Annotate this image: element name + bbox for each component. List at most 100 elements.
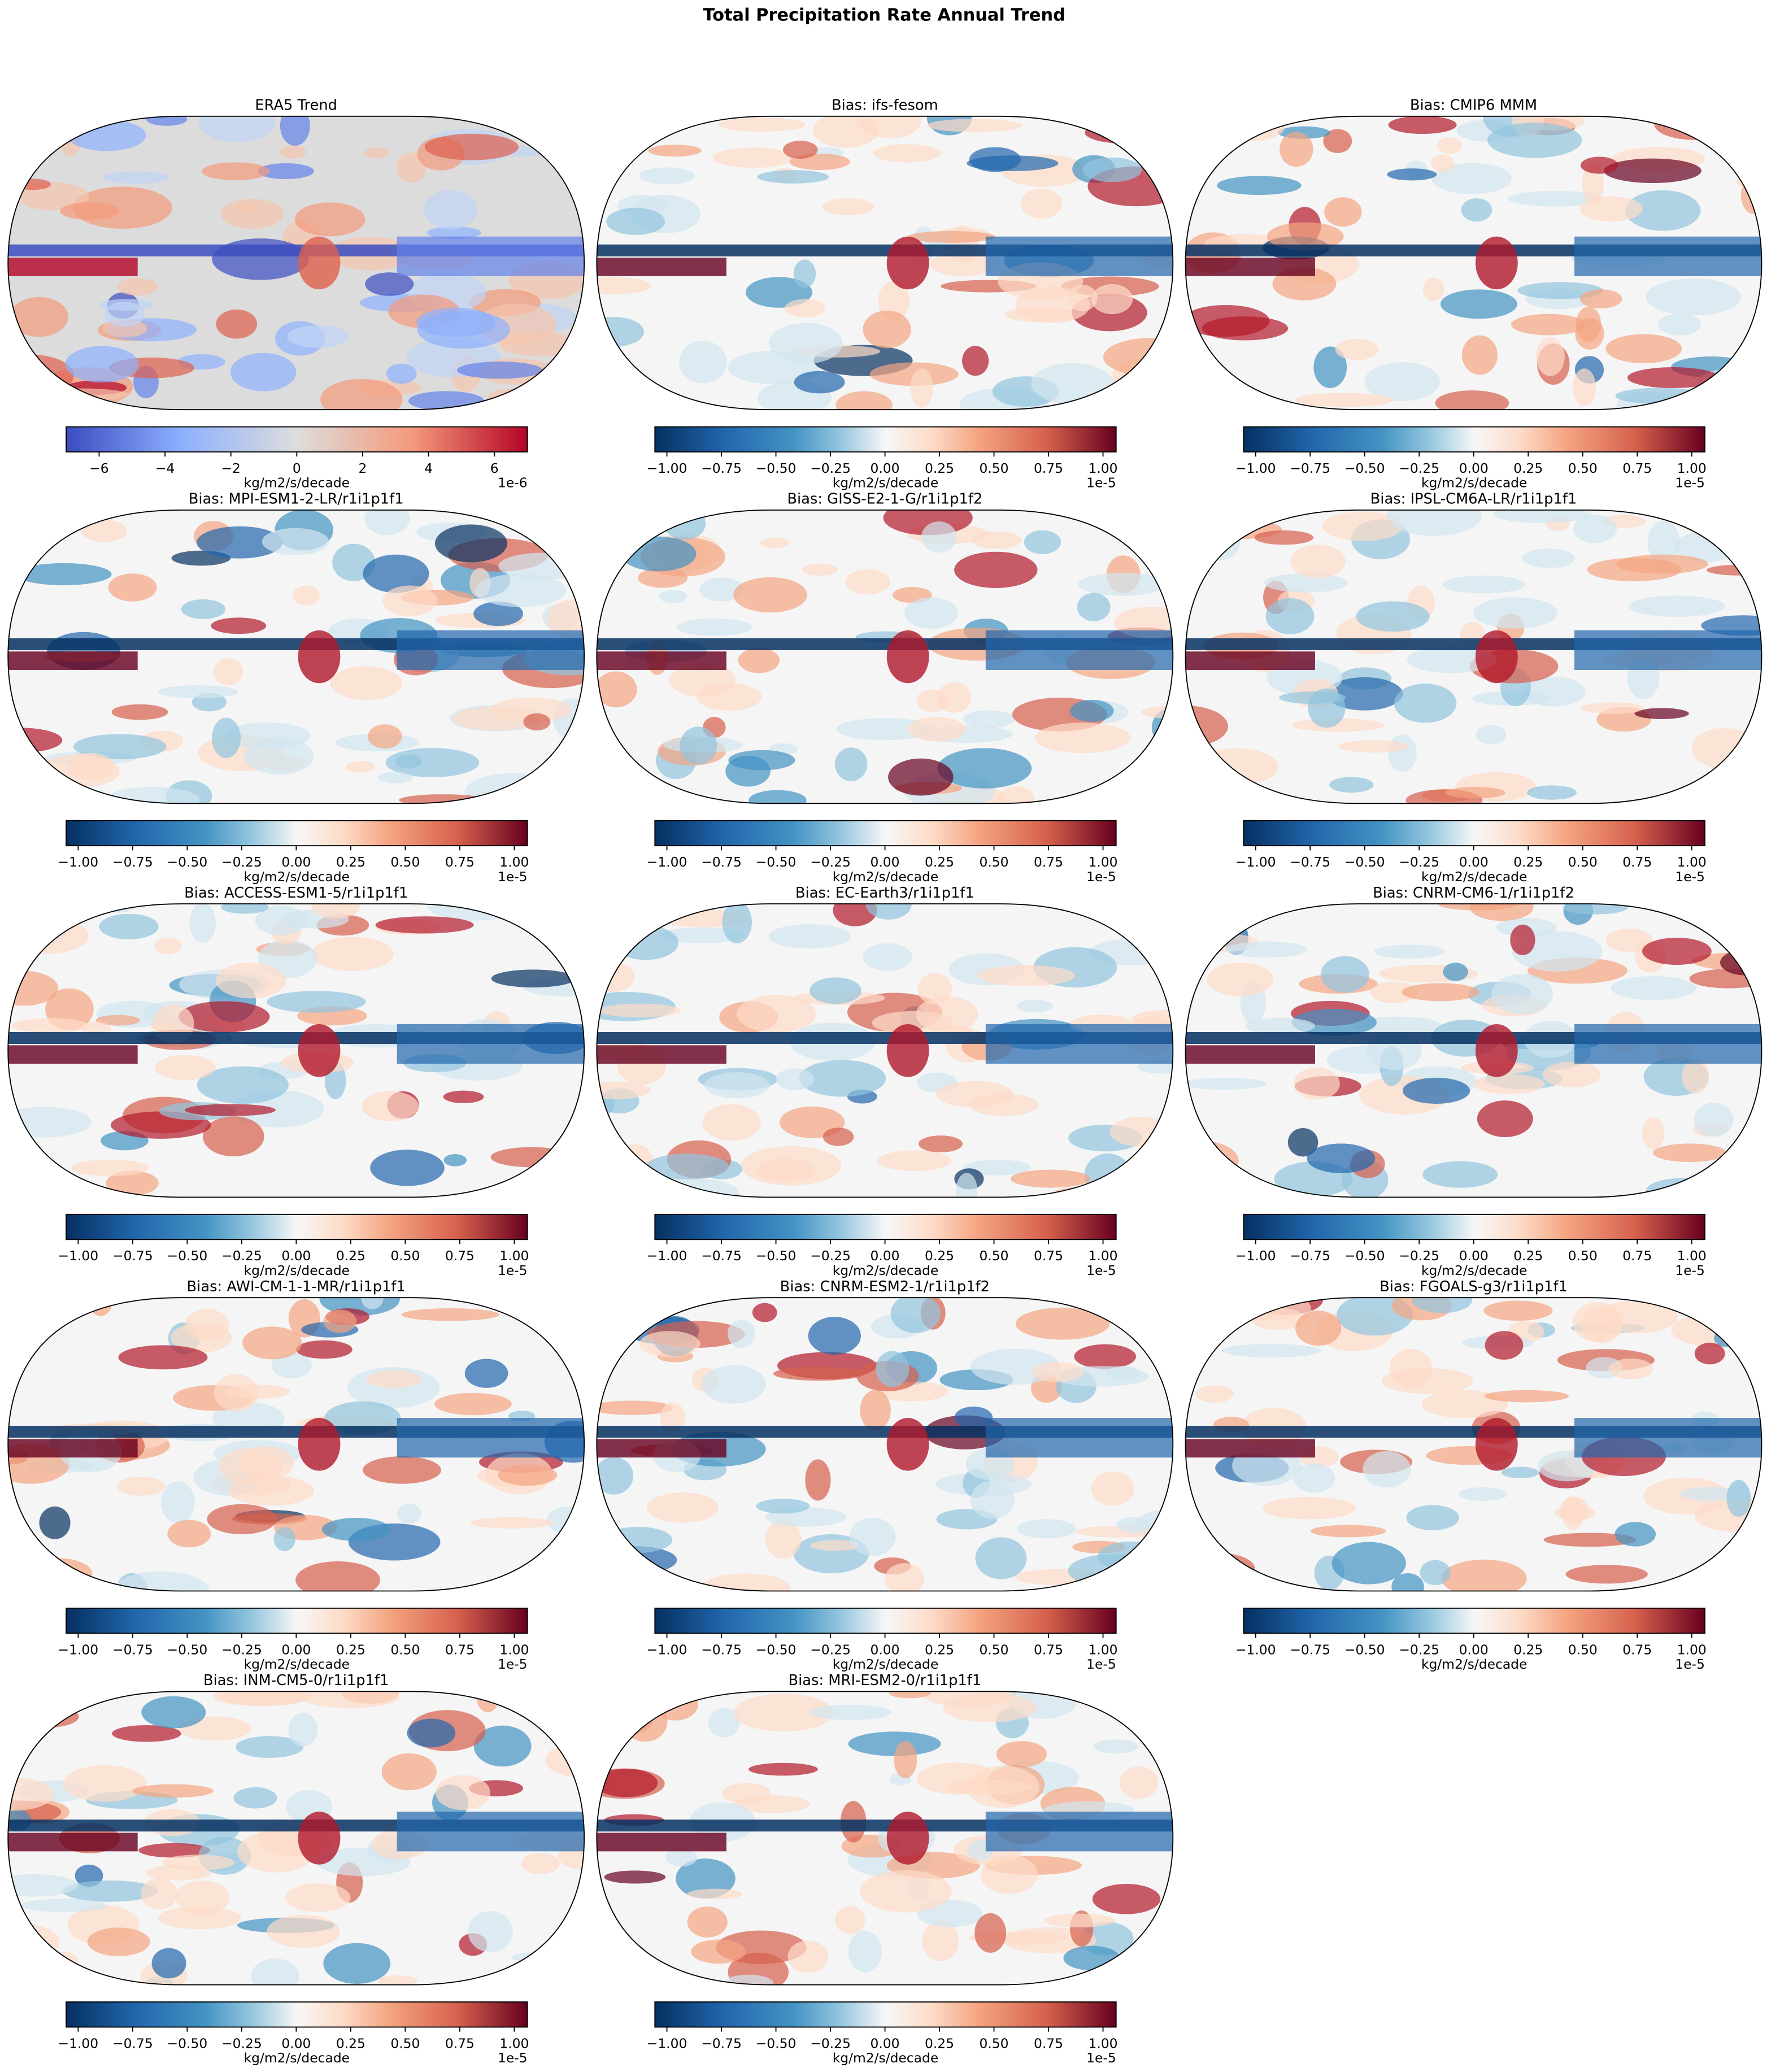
map-blob	[319, 1298, 400, 1316]
map-blob	[1437, 137, 1462, 154]
map-blob	[1628, 595, 1725, 617]
map-blob	[417, 311, 511, 349]
colorbar-offset: 1e-5	[1675, 869, 1705, 885]
map-blob	[1331, 1542, 1406, 1585]
map-blob	[311, 937, 394, 971]
map-blob	[37, 1298, 93, 1317]
map-blob	[1475, 1024, 1518, 1077]
map-blob	[33, 393, 72, 410]
colorbar	[654, 1213, 1117, 1240]
map-panel: ERA5 Trend −6 −4 −2 0 2 4 6 kg/m2/s/decade 1e-6	[7, 97, 585, 491]
colorbar-tick-label: 0.50	[390, 1248, 420, 1264]
map-band	[1574, 1024, 1762, 1064]
map-blob	[757, 170, 829, 184]
colorbar-tick-label: 0.75	[445, 2035, 475, 2051]
colorbar-tick-label: 0.25	[925, 854, 954, 870]
map-blob	[1054, 1186, 1124, 1198]
map-blob	[1542, 1061, 1601, 1088]
map-blob	[452, 706, 538, 731]
map-blob	[298, 1418, 341, 1471]
map-blob	[1581, 702, 1644, 714]
map-outline	[596, 115, 1174, 411]
colorbar-tick-label: −0.25	[810, 460, 851, 476]
colorbar-tick-label: −0.75	[112, 854, 153, 870]
colorbar-offset: 1e-5	[1675, 1263, 1705, 1278]
map-band	[397, 1812, 585, 1852]
map-blob	[257, 163, 314, 180]
colorbar-tick-label: −1.00	[647, 1248, 687, 1264]
map-blob	[1290, 545, 1346, 578]
map-blob	[1485, 1331, 1524, 1360]
colorbar-tick-label: 0.25	[336, 854, 365, 870]
map-blob	[99, 299, 154, 311]
map-blob	[1221, 1344, 1322, 1358]
map-blob	[597, 146, 612, 159]
map-blob	[1394, 684, 1457, 723]
map-blob	[1067, 285, 1098, 311]
colorbar-offset: 1e-5	[1086, 1656, 1116, 1672]
colorbar-tick-label: 0.50	[390, 854, 420, 870]
map-field	[8, 510, 585, 804]
colorbar-tick-label: 0.50	[980, 1248, 1009, 1264]
map-blob	[362, 1091, 419, 1121]
map-blob	[597, 1400, 674, 1415]
map-blob	[765, 1520, 802, 1559]
map-panel: Bias: CMIP6 MMM −1.00 −0.75 −0.50 −0.25 0.00 0…	[1185, 97, 1763, 491]
colorbar	[654, 820, 1117, 847]
map-blob	[1443, 963, 1468, 981]
panel-title: Bias: INM-CM5-0/r1i1p1f1	[203, 1672, 389, 1689]
map-blob	[545, 1743, 585, 1777]
map-blob	[63, 1765, 147, 1802]
map-blob	[998, 786, 1035, 804]
map-panel: Bias: AWI-CM-1-1-MR/r1i1p1f1 −1.00 −0.75 −0…	[7, 1278, 585, 1672]
map-blob	[464, 773, 562, 804]
map-blob	[1473, 597, 1557, 629]
map-blob	[8, 970, 59, 1006]
colorbar-tick-label: 0.25	[925, 1248, 954, 1264]
map-blob	[1603, 158, 1702, 184]
map-panel: Bias: CNRM-CM6-1/r1i1p1f2 −1.00 −0.75 −0.50…	[1185, 885, 1763, 1278]
map-blob	[407, 1718, 456, 1748]
map-field	[597, 1298, 1173, 1591]
colorbar-label: kg/m2/s/decade	[1421, 869, 1527, 885]
map-blob	[1576, 306, 1602, 342]
map-blob	[1522, 676, 1586, 707]
map-blob	[1483, 1300, 1553, 1321]
map-blob	[1387, 510, 1482, 536]
map-blob	[99, 913, 159, 939]
colorbar-offset: 1e-5	[1086, 869, 1116, 885]
map-blob	[199, 116, 275, 142]
map-blob	[1225, 941, 1308, 958]
map-blob	[364, 510, 410, 536]
map-blob	[1151, 167, 1173, 185]
map-blob	[401, 1308, 499, 1321]
colorbar-tick-label: 0.50	[980, 1642, 1009, 1657]
map-blob	[1716, 772, 1762, 804]
map-blob	[646, 1492, 719, 1523]
colorbar-tick-label: 0.75	[1034, 2035, 1063, 2051]
map-outline	[596, 903, 1174, 1198]
colorbar	[654, 2001, 1117, 2028]
map-blob	[963, 1159, 1031, 1176]
map-blob	[1475, 236, 1518, 290]
colorbar-tick-label: 0.00	[1459, 1248, 1489, 1264]
map-blob	[886, 1418, 929, 1471]
map-blob	[886, 236, 929, 290]
map-blob	[381, 1753, 437, 1791]
colorbar-tick-label: −0.25	[221, 1642, 262, 1657]
map-blob	[969, 1093, 1039, 1116]
map-blob	[860, 1870, 952, 1913]
map-blob	[1736, 175, 1759, 188]
colorbar-tick-label: −4	[155, 460, 175, 476]
colorbar-tick-label: 1.00	[1677, 1642, 1707, 1657]
map-blob	[20, 1899, 107, 1912]
map-blob	[378, 772, 414, 783]
colorbar-tick-label: 0.75	[1622, 460, 1652, 476]
map-blob	[863, 943, 912, 971]
map-blob	[888, 758, 954, 796]
map-outline	[1185, 115, 1763, 411]
map-outline	[7, 510, 585, 804]
map-field	[597, 904, 1173, 1198]
colorbar-tick-label: 0.25	[1513, 1642, 1543, 1657]
colorbar-tick-label: −1.00	[647, 1642, 687, 1657]
